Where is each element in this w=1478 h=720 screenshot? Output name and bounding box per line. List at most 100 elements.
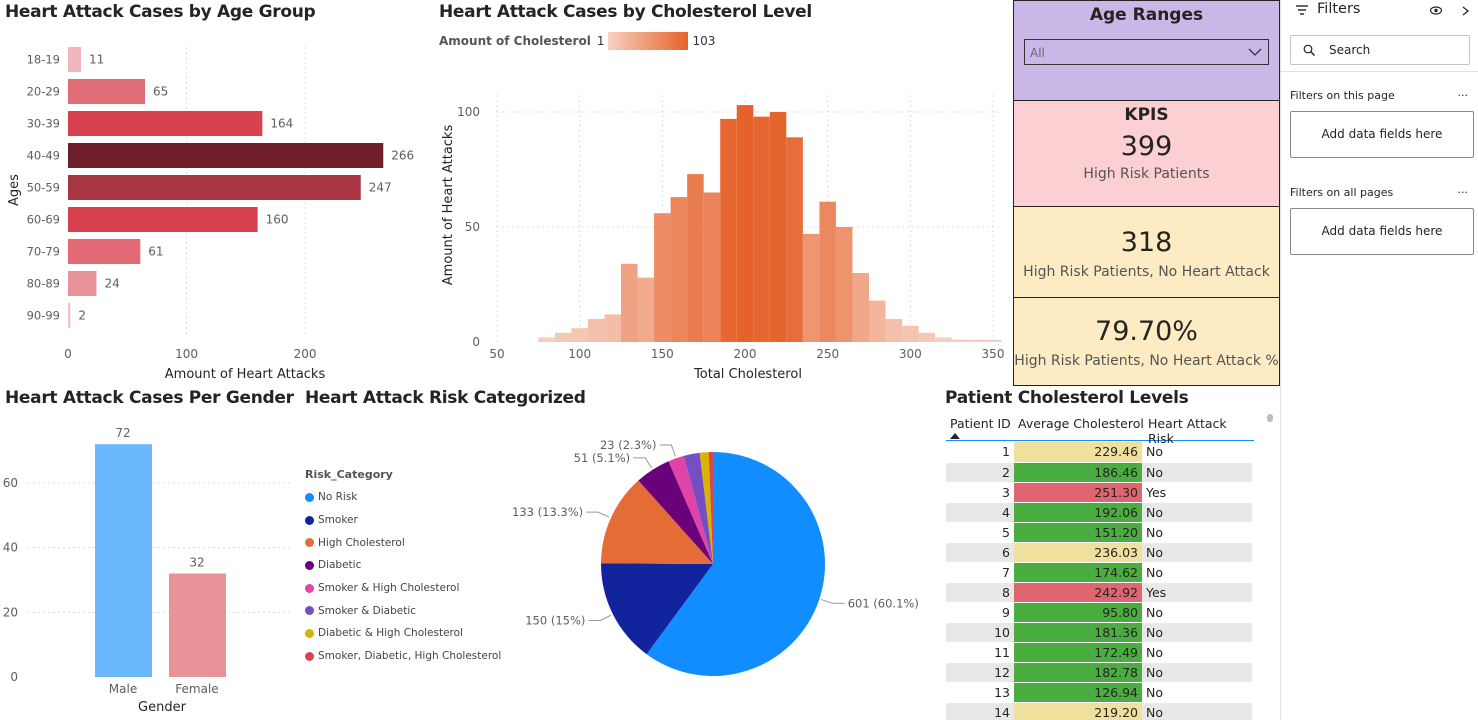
legend-item[interactable]: Diabetic & High Cholesterol bbox=[305, 622, 505, 645]
filters-search[interactable]: Search bbox=[1290, 35, 1470, 65]
cell-risk: No bbox=[1142, 622, 1252, 643]
y-tick-label: 60-69 bbox=[27, 213, 60, 227]
bar bbox=[68, 303, 71, 328]
histogram-bar bbox=[587, 319, 605, 342]
data-label: 2 bbox=[78, 309, 86, 323]
age-group-chart[interactable]: Heart Attack Cases by Age Group 0 100 200 1… bbox=[0, 0, 430, 385]
table-row[interactable]: 1 229.46 No bbox=[946, 442, 1252, 463]
risk-pie-chart[interactable]: Heart Attack Risk Categorized Risk_Categ… bbox=[300, 385, 940, 720]
cell-chol: 182.78 bbox=[1014, 662, 1142, 683]
cell-chol: 219.20 bbox=[1014, 702, 1142, 720]
gender-chart[interactable]: Heart Attack Cases Per Gender 0 20 40 60 72 M… bbox=[0, 385, 300, 720]
table-row[interactable]: 3 251.30 Yes bbox=[946, 482, 1252, 503]
data-label: 65 bbox=[153, 85, 168, 99]
cell-chol: 242.92 bbox=[1014, 582, 1142, 603]
cholesterol-histogram[interactable]: Heart Attack Cases by Cholesterol Level … bbox=[430, 0, 1010, 385]
kpi-card-no-attack-pct: 79.70% High Risk Patients, No Heart Atta… bbox=[1013, 297, 1280, 386]
patient-table-title: Patient Cholesterol Levels bbox=[945, 388, 1189, 408]
y-tick-label: 90-99 bbox=[27, 309, 60, 323]
age-ranges-title: Age Ranges bbox=[1089, 5, 1204, 25]
table-row[interactable]: 13 126.94 No bbox=[946, 682, 1252, 703]
table-row[interactable]: 4 192.06 No bbox=[946, 502, 1252, 523]
table-row[interactable]: 2 186.46 No bbox=[946, 462, 1252, 483]
table-row[interactable]: 11 172.49 No bbox=[946, 642, 1252, 663]
eye-icon[interactable] bbox=[1430, 6, 1442, 15]
table-row[interactable]: 10 181.36 No bbox=[946, 622, 1252, 643]
cell-risk: No bbox=[1142, 462, 1252, 483]
cell-id: 2 bbox=[946, 462, 1014, 483]
cell-chol: 236.03 bbox=[1014, 542, 1142, 563]
histogram-bar bbox=[968, 339, 985, 342]
filters-on-all-label: Filters on all pages bbox=[1290, 186, 1394, 199]
cell-id: 3 bbox=[946, 482, 1014, 503]
cell-chol: 151.20 bbox=[1014, 522, 1142, 543]
collapse-pane-icon[interactable] bbox=[1461, 6, 1471, 16]
legend-label: Amount of Cholesterol bbox=[439, 34, 591, 48]
x-tick-label: 50 bbox=[489, 347, 504, 361]
cell-risk: Yes bbox=[1142, 482, 1252, 503]
add-page-filter-field[interactable]: Add data fields here bbox=[1290, 111, 1474, 158]
table-row[interactable]: 12 182.78 No bbox=[946, 662, 1252, 683]
histogram-bar bbox=[786, 137, 803, 342]
legend-swatch bbox=[305, 538, 314, 548]
patient-table[interactable]: Patient Cholesterol Levels Patient ID Av… bbox=[940, 385, 1280, 720]
bar bbox=[68, 47, 82, 72]
x-tick-label: Male bbox=[109, 682, 137, 696]
y-tick-label: 80-89 bbox=[27, 277, 60, 291]
more-options-icon[interactable]: ... bbox=[1457, 183, 1469, 196]
bar bbox=[169, 573, 226, 677]
age-ranges-dropdown[interactable]: All bbox=[1024, 39, 1269, 65]
histogram-bar bbox=[802, 233, 820, 342]
legend-item[interactable]: Smoker bbox=[305, 509, 505, 532]
legend-swatch bbox=[305, 560, 314, 570]
y-tick-label: 18-19 bbox=[27, 53, 60, 67]
table-row[interactable]: 7 174.62 No bbox=[946, 562, 1252, 583]
legend-item[interactable]: Smoker & Diabetic bbox=[305, 599, 505, 622]
kpi-title: KPIS bbox=[1124, 105, 1169, 125]
data-label: 32 bbox=[189, 556, 204, 570]
y-tick-label: 40 bbox=[3, 541, 18, 555]
data-label: 247 bbox=[369, 181, 392, 195]
table-row[interactable]: 14 219.20 No bbox=[946, 702, 1252, 720]
filter-icon bbox=[1296, 5, 1308, 15]
table-header: Patient ID Average Cholesterol Heart Att… bbox=[946, 415, 1254, 446]
data-label: 601 (60.1%) bbox=[848, 596, 919, 610]
legend-item[interactable]: No Risk bbox=[305, 486, 505, 509]
data-label: 164 bbox=[270, 117, 293, 131]
add-all-filter-field[interactable]: Add data fields here bbox=[1290, 208, 1474, 255]
more-options-icon[interactable]: ... bbox=[1457, 86, 1469, 99]
filters-divider bbox=[1281, 71, 1478, 72]
legend-label: Smoker & Diabetic bbox=[318, 604, 417, 617]
legend-swatch bbox=[305, 628, 314, 638]
y-tick-label: 0 bbox=[10, 670, 18, 684]
histogram-bar bbox=[604, 314, 621, 342]
bar bbox=[68, 271, 97, 296]
kpi-value: 318 bbox=[1120, 227, 1173, 258]
x-tick-label: 250 bbox=[816, 347, 839, 361]
data-label: 61 bbox=[148, 245, 163, 259]
legend-swatch bbox=[305, 583, 314, 593]
table-row[interactable]: 8 242.92 Yes bbox=[946, 582, 1252, 603]
table-row[interactable]: 9 95.80 No bbox=[946, 602, 1252, 623]
legend-item[interactable]: Smoker, Diabetic, High Cholesterol bbox=[305, 645, 505, 668]
x-axis-title: Gender bbox=[138, 700, 187, 715]
histogram-bar bbox=[554, 332, 572, 342]
histogram-bar bbox=[538, 337, 555, 342]
column-average-cholesterol[interactable]: Average Cholesterol bbox=[1018, 416, 1144, 431]
cell-id: 7 bbox=[946, 562, 1014, 583]
legend-item[interactable]: Smoker & High Cholesterol bbox=[305, 577, 505, 600]
table-row[interactable]: 5 151.20 No bbox=[946, 522, 1252, 543]
legend-item[interactable]: High Cholesterol bbox=[305, 531, 505, 554]
table-row[interactable]: 6 236.03 No bbox=[946, 542, 1252, 563]
pie-slice bbox=[668, 455, 713, 564]
x-tick-label: 100 bbox=[175, 347, 198, 361]
table-scrollbar[interactable] bbox=[1267, 414, 1273, 422]
histogram-bar bbox=[654, 213, 671, 342]
legend-item[interactable]: Diabetic bbox=[305, 554, 505, 577]
column-patient-id[interactable]: Patient ID bbox=[950, 416, 1011, 431]
cell-chol: 229.46 bbox=[1014, 442, 1142, 463]
legend-swatch bbox=[305, 515, 314, 525]
cell-id: 4 bbox=[946, 502, 1014, 523]
data-label: 23 (2.3%) bbox=[600, 438, 656, 452]
age-ranges-slicer[interactable]: Age Ranges All bbox=[1013, 0, 1280, 101]
